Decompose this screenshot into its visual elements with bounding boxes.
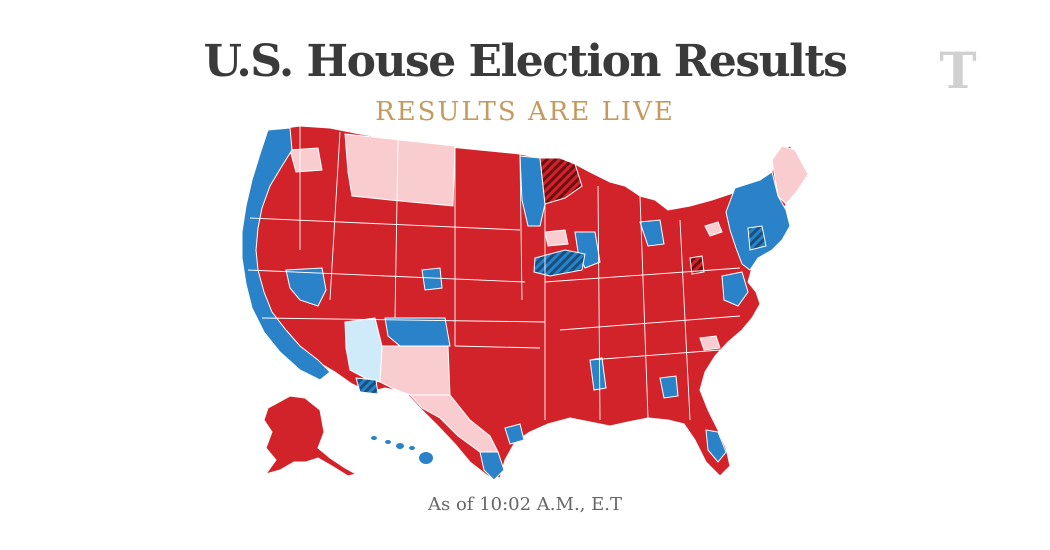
pennsylvania-small-region[interactable] [704,221,723,237]
houston-region[interactable] [504,423,525,445]
nyt-t-logo-icon: T [939,44,976,96]
page-title: U.S. House Election Results [203,36,848,87]
memphis-region[interactable] [589,357,607,391]
hawaii[interactable] [371,436,433,464]
northeast-region[interactable] [725,171,791,271]
arizona-flip-democrat[interactable] [355,377,379,395]
idaho-north-region[interactable] [289,147,323,173]
svg-text:T: T [939,44,976,96]
west-coast-region[interactable] [241,127,331,381]
pennsylvania-flip-republican[interactable] [689,255,705,275]
south-texas-region[interactable] [479,451,505,481]
results-status: RESULTS ARE LIVE [375,97,675,127]
iowa-flip-democrat[interactable] [533,249,586,277]
iowa-region[interactable] [544,229,569,247]
montana-region[interactable] [344,133,456,207]
michigan-region[interactable] [639,219,665,247]
new-mexico-region[interactable] [379,345,451,396]
south-florida-region[interactable] [705,429,727,463]
georgia-region[interactable] [659,375,679,399]
last-updated-timestamp: As of 10:02 A.M., E.T [428,494,622,515]
colorado-region[interactable] [384,317,451,347]
denver-region[interactable] [421,267,443,291]
virginia-small-region[interactable] [699,335,721,351]
state-borders [247,126,741,421]
new-jersey-flip-democrat[interactable] [747,225,767,251]
nevada-region[interactable] [285,267,327,307]
alaska[interactable] [263,395,358,477]
virginia-dc-region[interactable] [721,271,749,307]
